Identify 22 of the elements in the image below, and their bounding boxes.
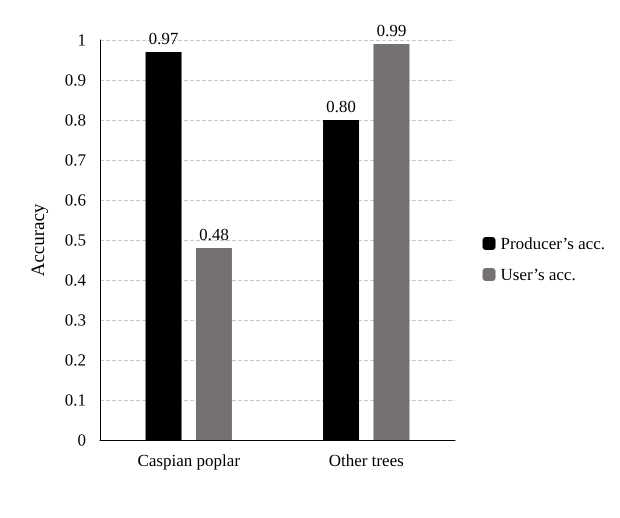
y-tick-label: 0.8 [64, 110, 86, 130]
legend-label: User’s acc. [500, 265, 576, 284]
x-tick-label: Caspian poplar [138, 451, 240, 470]
y-axis-title: Accuracy [28, 203, 49, 276]
data-label: 0.97 [148, 29, 179, 48]
data-label: 0.48 [199, 225, 229, 244]
x-tick-label: Other trees [328, 451, 404, 470]
y-tick-label: 0 [78, 430, 86, 450]
y-tick-label: 0.5 [64, 230, 86, 250]
y-tick-label: 0.1 [64, 390, 86, 410]
y-tick-label: 0.7 [64, 150, 86, 170]
y-tick-label: 0.2 [64, 350, 86, 370]
bar [373, 44, 410, 440]
y-tick-label: 0.3 [64, 310, 86, 330]
y-tick-label: 0.4 [64, 270, 86, 290]
data-label: 0.80 [326, 97, 356, 116]
data-label: 0.99 [376, 21, 406, 40]
legend-label: Producer’s acc. [500, 234, 606, 253]
bar [196, 248, 232, 440]
y-tick-label: 0.9 [64, 70, 86, 90]
y-tick-label: 0.6 [64, 190, 86, 210]
y-tick-label: 1 [78, 30, 86, 50]
